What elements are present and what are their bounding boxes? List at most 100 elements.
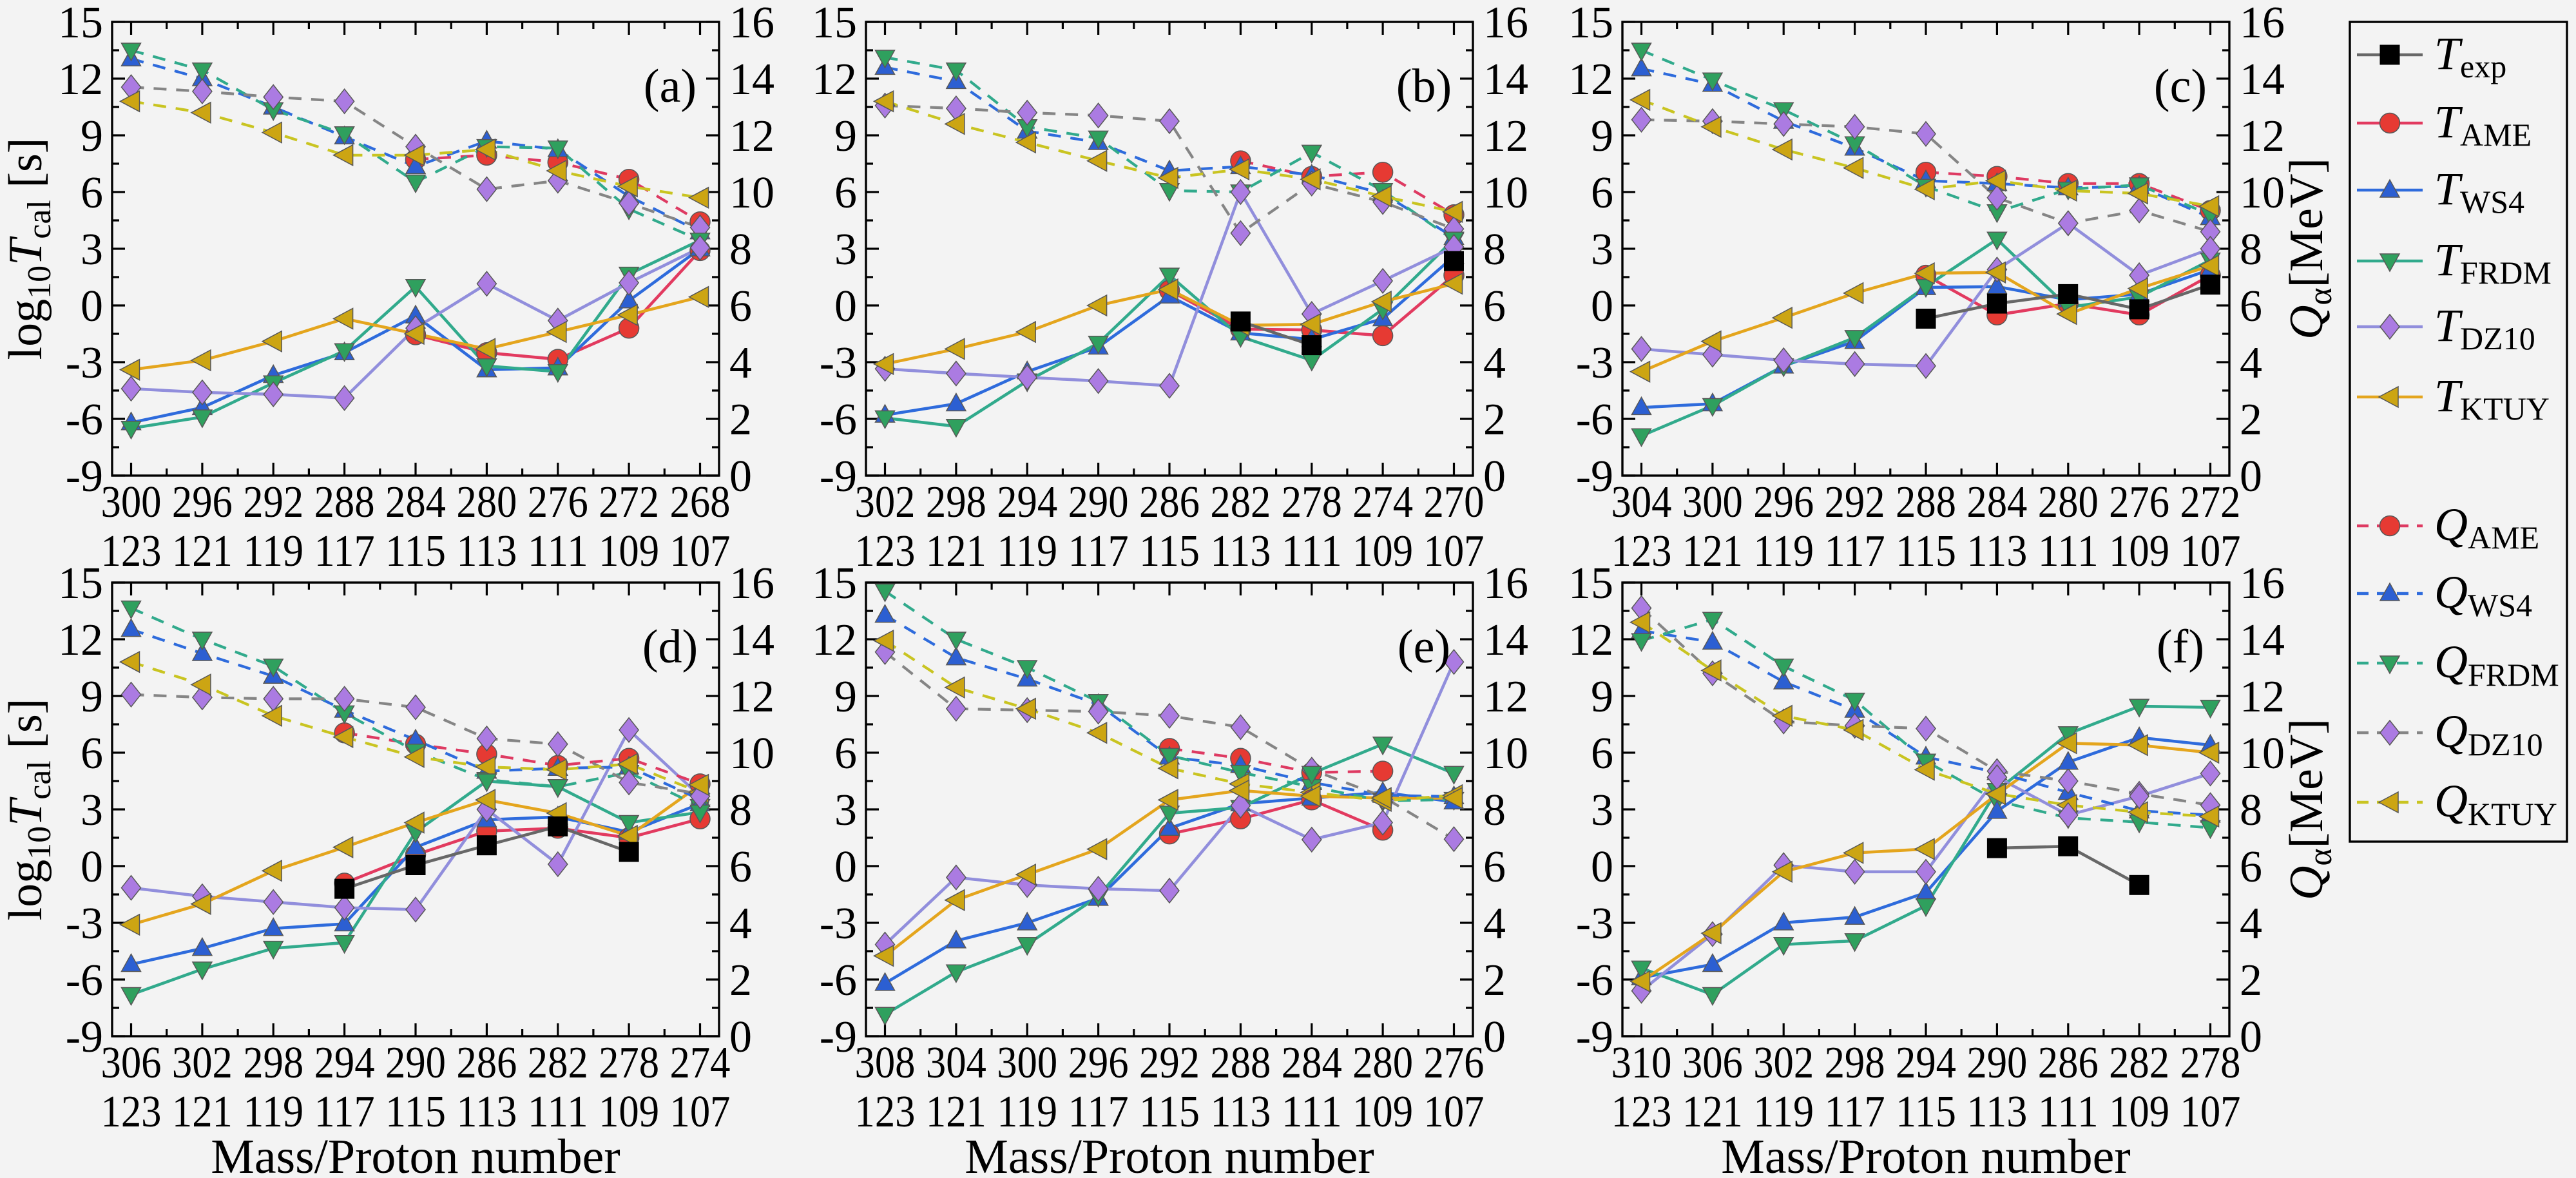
svg-text:6: 6 bbox=[729, 282, 752, 331]
svg-text:log10Tcal [s]: log10Tcal [s] bbox=[0, 699, 58, 921]
svg-text:302: 302 bbox=[172, 1038, 233, 1088]
svg-text:296: 296 bbox=[172, 478, 233, 527]
svg-text:111: 111 bbox=[528, 1087, 588, 1137]
svg-text:-9: -9 bbox=[820, 452, 857, 501]
svg-text:15: 15 bbox=[58, 0, 103, 48]
svg-text:3: 3 bbox=[1591, 786, 1613, 835]
svg-text:16: 16 bbox=[2240, 0, 2285, 48]
svg-text:12: 12 bbox=[2240, 672, 2285, 722]
svg-text:276: 276 bbox=[1424, 1038, 1485, 1088]
svg-text:278: 278 bbox=[1282, 478, 1342, 527]
svg-text:280: 280 bbox=[1352, 1038, 1413, 1088]
svg-text:-3: -3 bbox=[66, 338, 103, 388]
svg-text:290: 290 bbox=[1068, 478, 1129, 527]
svg-text:6: 6 bbox=[2240, 282, 2262, 331]
svg-text:113: 113 bbox=[1966, 526, 2027, 576]
svg-text:123: 123 bbox=[855, 526, 916, 576]
svg-text:12: 12 bbox=[1483, 111, 1528, 161]
svg-text:123: 123 bbox=[1611, 1087, 1672, 1137]
svg-text:113: 113 bbox=[1966, 1087, 2027, 1137]
svg-text:298: 298 bbox=[243, 1038, 303, 1088]
svg-text:4: 4 bbox=[1483, 338, 1506, 388]
svg-text:15: 15 bbox=[1568, 559, 1613, 608]
svg-text:300: 300 bbox=[997, 1038, 1057, 1088]
svg-text:QAME: QAME bbox=[2434, 499, 2539, 555]
svg-text:117: 117 bbox=[1825, 1087, 1885, 1137]
svg-text:117: 117 bbox=[314, 1087, 375, 1137]
svg-text:113: 113 bbox=[456, 1087, 517, 1137]
svg-text:6: 6 bbox=[729, 842, 752, 892]
svg-text:123: 123 bbox=[1611, 526, 1672, 576]
svg-text:278: 278 bbox=[2180, 1038, 2241, 1088]
svg-text:6: 6 bbox=[1483, 282, 1506, 331]
svg-text:121: 121 bbox=[1682, 1087, 1743, 1137]
svg-text:15: 15 bbox=[812, 0, 857, 48]
svg-text:Qα[MeV]: Qα[MeV] bbox=[2280, 719, 2339, 900]
svg-text:107: 107 bbox=[2180, 1087, 2241, 1137]
svg-text:-6: -6 bbox=[1576, 395, 1613, 445]
svg-text:-3: -3 bbox=[1576, 338, 1613, 388]
svg-text:111: 111 bbox=[2038, 526, 2099, 576]
svg-text:0: 0 bbox=[1483, 452, 1506, 501]
svg-text:(a): (a) bbox=[644, 60, 697, 113]
svg-text:16: 16 bbox=[1483, 0, 1528, 48]
svg-text:290: 290 bbox=[385, 1038, 446, 1088]
svg-text:278: 278 bbox=[599, 1038, 659, 1088]
svg-text:-9: -9 bbox=[820, 1012, 857, 1062]
svg-text:(d): (d) bbox=[642, 621, 698, 673]
svg-text:107: 107 bbox=[670, 526, 731, 576]
svg-text:107: 107 bbox=[670, 1087, 731, 1137]
svg-text:115: 115 bbox=[1139, 1087, 1200, 1137]
svg-text:8: 8 bbox=[1483, 786, 1506, 835]
svg-text:-6: -6 bbox=[66, 395, 103, 445]
svg-text:(e): (e) bbox=[1398, 621, 1450, 673]
svg-text:119: 119 bbox=[243, 526, 303, 576]
svg-text:14: 14 bbox=[2240, 55, 2285, 104]
svg-text:4: 4 bbox=[729, 899, 752, 949]
svg-text:302: 302 bbox=[855, 478, 916, 527]
svg-text:9: 9 bbox=[1591, 672, 1613, 722]
svg-text:282: 282 bbox=[528, 1038, 588, 1088]
svg-text:6: 6 bbox=[834, 729, 857, 778]
svg-text:8: 8 bbox=[1483, 225, 1506, 275]
svg-text:8: 8 bbox=[2240, 225, 2262, 275]
svg-text:109: 109 bbox=[599, 526, 659, 576]
svg-text:Mass/Proton number: Mass/Proton number bbox=[211, 1130, 620, 1175]
svg-text:Mass/Proton number: Mass/Proton number bbox=[965, 1130, 1374, 1175]
svg-text:113: 113 bbox=[456, 526, 517, 576]
svg-text:0: 0 bbox=[81, 842, 103, 892]
svg-text:3: 3 bbox=[81, 786, 103, 835]
svg-text:12: 12 bbox=[729, 111, 774, 161]
svg-text:15: 15 bbox=[1568, 0, 1613, 48]
svg-text:-3: -3 bbox=[1576, 899, 1613, 949]
svg-text:284: 284 bbox=[1282, 1038, 1342, 1088]
svg-text:14: 14 bbox=[1483, 615, 1528, 665]
svg-text:(f): (f) bbox=[2157, 621, 2204, 673]
svg-text:286: 286 bbox=[2038, 1038, 2099, 1088]
svg-text:107: 107 bbox=[2180, 526, 2241, 576]
svg-text:274: 274 bbox=[1352, 478, 1413, 527]
svg-text:15: 15 bbox=[58, 559, 103, 608]
svg-text:14: 14 bbox=[729, 615, 774, 665]
svg-text:121: 121 bbox=[926, 526, 986, 576]
svg-text:3: 3 bbox=[1591, 225, 1613, 275]
svg-text:10: 10 bbox=[1483, 168, 1528, 218]
svg-text:6: 6 bbox=[2240, 842, 2262, 892]
svg-text:268: 268 bbox=[670, 478, 731, 527]
svg-text:6: 6 bbox=[1591, 729, 1613, 778]
svg-text:12: 12 bbox=[1483, 672, 1528, 722]
svg-text:14: 14 bbox=[2240, 615, 2285, 665]
svg-text:12: 12 bbox=[812, 615, 857, 665]
svg-text:TFRDM: TFRDM bbox=[2434, 234, 2552, 291]
svg-text:4: 4 bbox=[2240, 899, 2262, 949]
svg-text:6: 6 bbox=[834, 168, 857, 218]
svg-text:119: 119 bbox=[1753, 1087, 1814, 1137]
svg-text:16: 16 bbox=[729, 559, 774, 608]
svg-text:109: 109 bbox=[2109, 1087, 2169, 1137]
svg-text:113: 113 bbox=[1210, 1087, 1271, 1137]
svg-text:296: 296 bbox=[1068, 1038, 1129, 1088]
svg-text:111: 111 bbox=[1282, 526, 1342, 576]
svg-text:10: 10 bbox=[2240, 729, 2285, 778]
svg-text:Mass/Proton number: Mass/Proton number bbox=[1721, 1130, 2130, 1175]
svg-text:117: 117 bbox=[1068, 1087, 1129, 1137]
